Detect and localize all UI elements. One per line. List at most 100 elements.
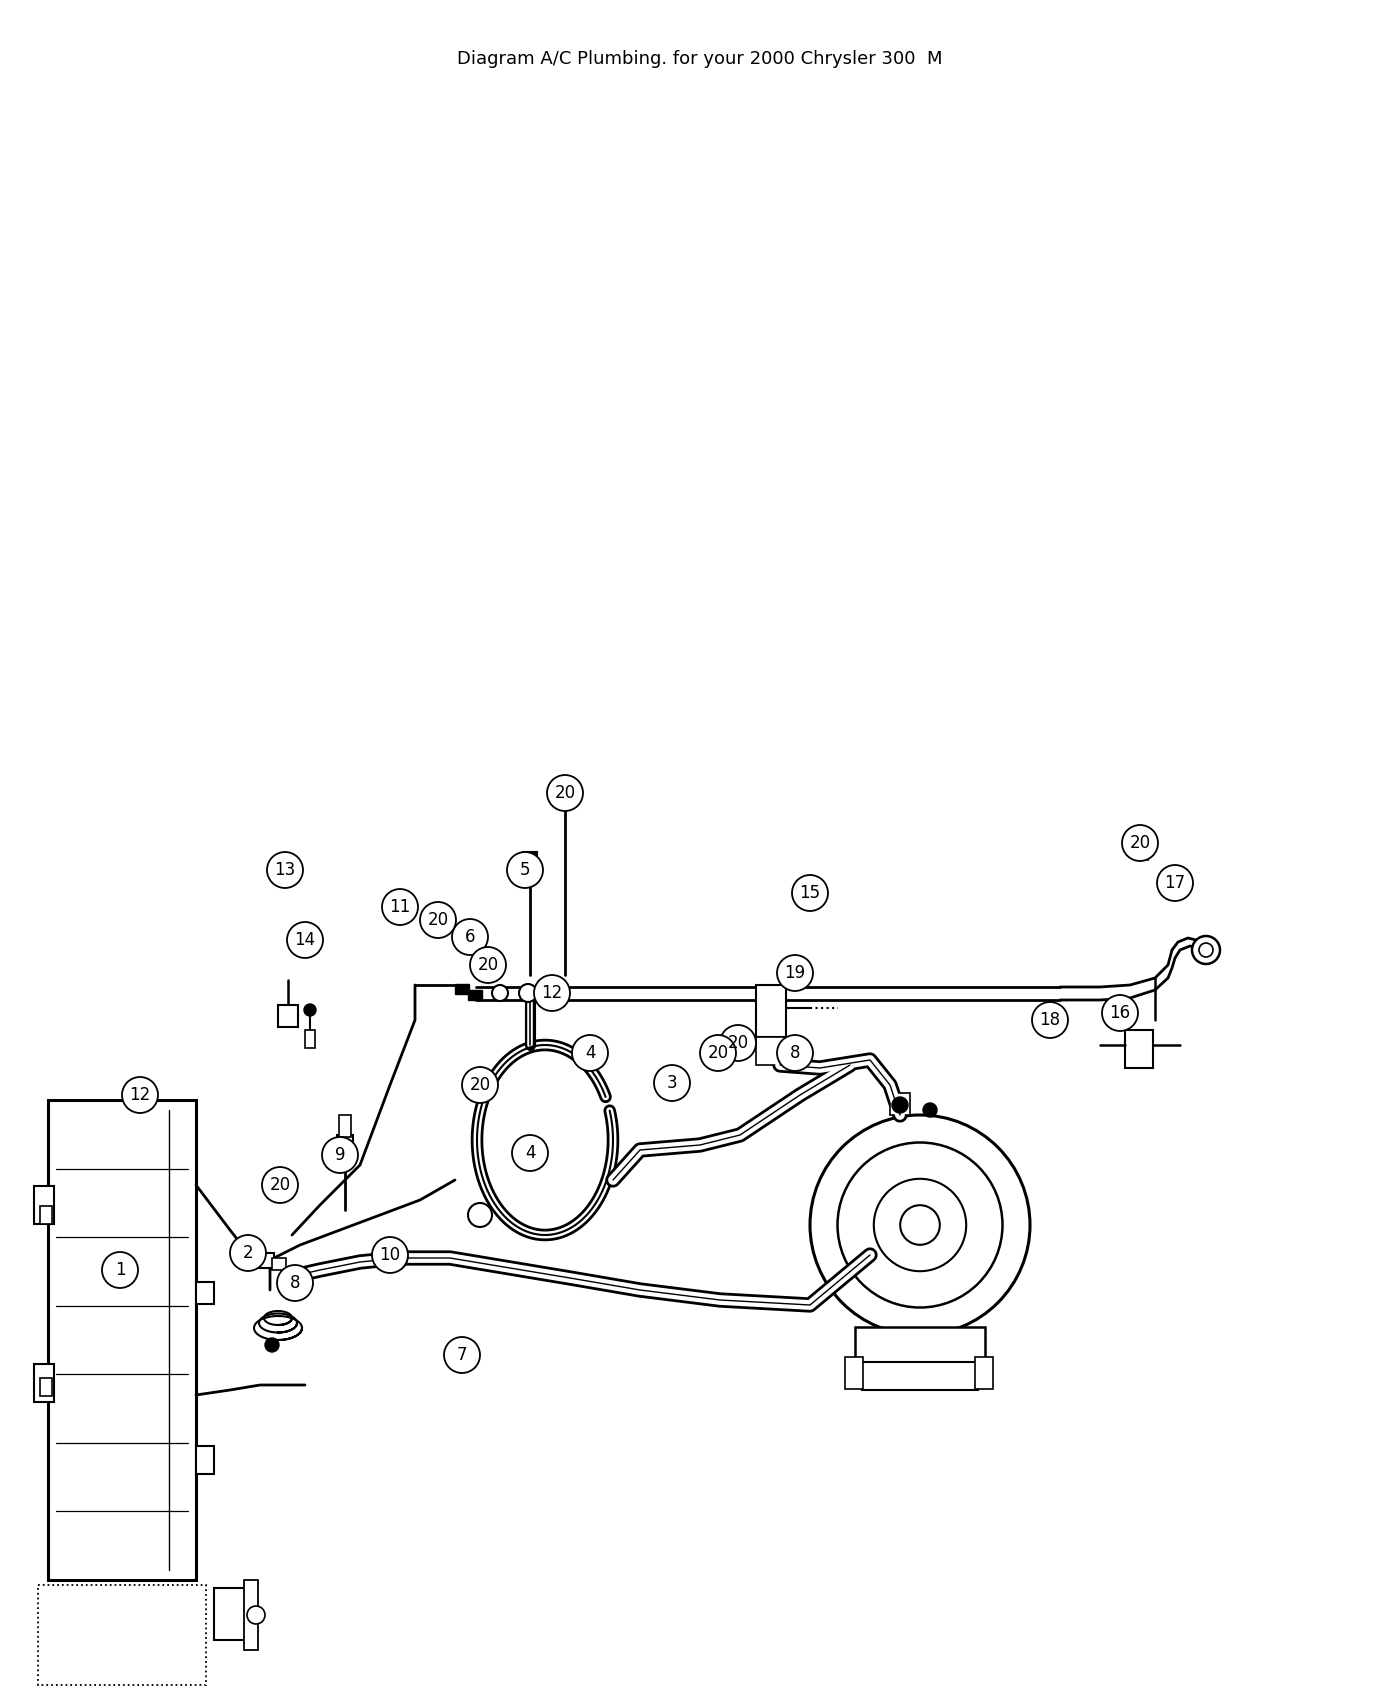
- Circle shape: [277, 1265, 314, 1300]
- Text: 20: 20: [269, 1176, 291, 1193]
- Bar: [272, 1258, 286, 1270]
- Text: 4: 4: [585, 1044, 595, 1062]
- Text: 12: 12: [542, 984, 563, 1001]
- Circle shape: [1102, 994, 1138, 1030]
- Circle shape: [720, 1025, 756, 1061]
- Text: 8: 8: [290, 1273, 300, 1292]
- Bar: [38, 1584, 206, 1685]
- Circle shape: [811, 1115, 1030, 1334]
- Circle shape: [837, 1142, 1002, 1307]
- Text: 15: 15: [799, 884, 820, 903]
- Bar: [524, 852, 538, 874]
- Circle shape: [547, 775, 582, 811]
- Bar: [244, 1579, 258, 1651]
- Circle shape: [262, 1166, 298, 1204]
- Text: 20: 20: [1130, 835, 1151, 852]
- Bar: [337, 1136, 353, 1165]
- Circle shape: [507, 852, 543, 887]
- Circle shape: [267, 852, 302, 887]
- Bar: [196, 1282, 214, 1304]
- Circle shape: [372, 1238, 407, 1273]
- Circle shape: [287, 921, 323, 959]
- Text: 18: 18: [1039, 1012, 1061, 1028]
- Bar: [34, 1187, 55, 1224]
- Text: 13: 13: [274, 860, 295, 879]
- Circle shape: [265, 1338, 279, 1352]
- Circle shape: [557, 792, 573, 808]
- Circle shape: [444, 1336, 480, 1374]
- Text: 12: 12: [129, 1086, 151, 1103]
- Circle shape: [892, 1096, 909, 1114]
- Circle shape: [1141, 836, 1155, 850]
- Bar: [214, 1588, 246, 1640]
- Circle shape: [304, 1005, 316, 1017]
- Text: 20: 20: [554, 784, 575, 802]
- Bar: [305, 1030, 315, 1047]
- Circle shape: [230, 1234, 266, 1272]
- Text: 6: 6: [465, 928, 475, 945]
- Text: 4: 4: [525, 1144, 535, 1163]
- Text: Diagram A/C Plumbing. for your 2000 Chrysler 300  M: Diagram A/C Plumbing. for your 2000 Chry…: [458, 49, 942, 68]
- Text: 3: 3: [666, 1074, 678, 1091]
- Bar: [890, 1093, 910, 1115]
- Text: 10: 10: [379, 1246, 400, 1265]
- Text: 9: 9: [335, 1146, 346, 1165]
- Bar: [41, 1205, 52, 1224]
- Circle shape: [1121, 824, 1158, 860]
- Circle shape: [491, 984, 508, 1001]
- Text: 2: 2: [242, 1244, 253, 1261]
- Circle shape: [102, 1251, 139, 1289]
- Circle shape: [512, 1136, 547, 1171]
- Bar: [756, 1037, 785, 1064]
- Circle shape: [462, 1068, 498, 1103]
- Bar: [468, 989, 482, 1000]
- Circle shape: [1032, 1001, 1068, 1039]
- Circle shape: [900, 1205, 939, 1244]
- Text: 1: 1: [115, 1261, 126, 1278]
- Circle shape: [519, 984, 538, 1001]
- Circle shape: [470, 947, 505, 983]
- Text: 20: 20: [477, 955, 498, 974]
- Text: 7: 7: [456, 1346, 468, 1363]
- Bar: [34, 1363, 55, 1402]
- Circle shape: [654, 1064, 690, 1102]
- Circle shape: [384, 1246, 407, 1270]
- Bar: [846, 1357, 862, 1389]
- Bar: [196, 1445, 214, 1474]
- Circle shape: [533, 976, 570, 1012]
- Circle shape: [1191, 937, 1219, 964]
- Text: 14: 14: [294, 932, 315, 949]
- Circle shape: [468, 1204, 491, 1227]
- Circle shape: [322, 1137, 358, 1173]
- Circle shape: [122, 1078, 158, 1114]
- Text: 19: 19: [784, 964, 805, 983]
- Text: 20: 20: [469, 1076, 490, 1095]
- Text: 20: 20: [728, 1034, 749, 1052]
- Text: 5: 5: [519, 860, 531, 879]
- Bar: [48, 1100, 196, 1579]
- Circle shape: [923, 1103, 937, 1117]
- Text: 11: 11: [389, 898, 410, 916]
- Bar: [281, 1272, 302, 1289]
- Bar: [279, 1005, 298, 1027]
- Circle shape: [874, 1178, 966, 1272]
- Circle shape: [382, 889, 419, 925]
- Circle shape: [777, 955, 813, 991]
- Bar: [1126, 1030, 1154, 1068]
- Circle shape: [792, 876, 827, 911]
- Text: 17: 17: [1165, 874, 1186, 893]
- Text: 20: 20: [427, 911, 448, 928]
- Circle shape: [700, 1035, 736, 1071]
- Bar: [41, 1379, 52, 1396]
- Circle shape: [452, 920, 489, 955]
- Bar: [862, 1362, 979, 1391]
- Text: 16: 16: [1109, 1005, 1131, 1022]
- Bar: [339, 1115, 351, 1137]
- Circle shape: [420, 903, 456, 938]
- Text: 20: 20: [707, 1044, 728, 1062]
- Circle shape: [246, 1606, 265, 1624]
- Bar: [855, 1328, 986, 1362]
- Bar: [455, 984, 469, 994]
- Bar: [252, 1253, 274, 1268]
- Circle shape: [777, 1035, 813, 1071]
